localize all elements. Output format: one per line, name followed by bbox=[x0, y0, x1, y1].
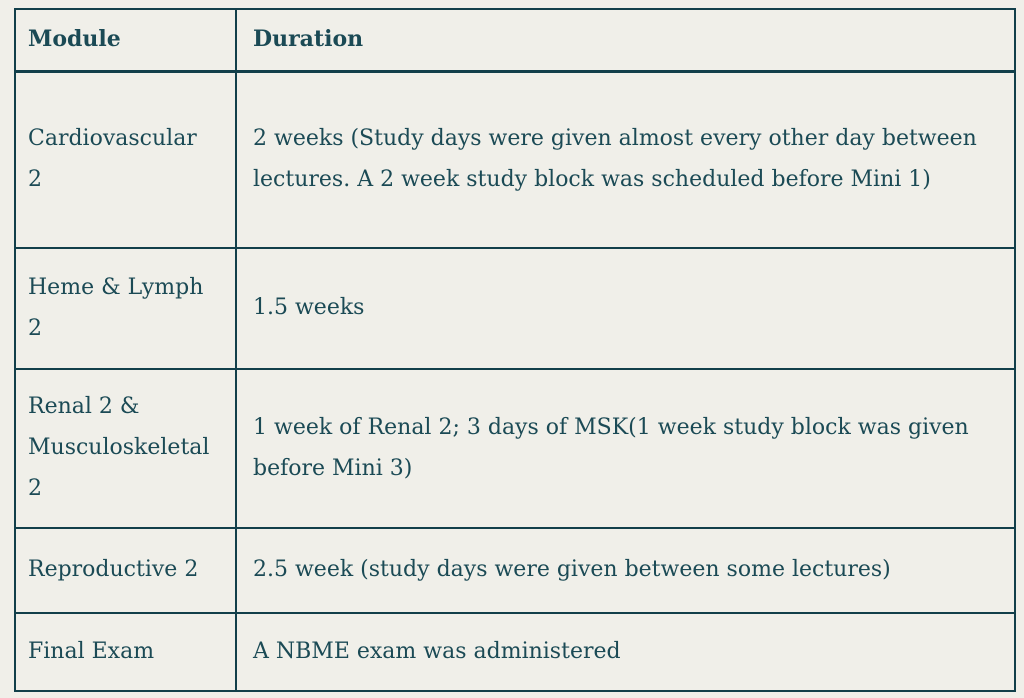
header-row: Module Duration bbox=[14, 8, 1016, 73]
module-cell: Reproductive 2 bbox=[14, 527, 237, 614]
column-header-duration: Duration bbox=[235, 8, 1016, 73]
duration-cell: 2.5 week (study days were given between … bbox=[235, 527, 1016, 614]
duration-cell: 2 weeks (Study days were given almost ev… bbox=[235, 70, 1016, 249]
table-row: Renal 2 & Musculoskeletal 2 1 week of Re… bbox=[14, 368, 1016, 529]
table-row: Heme & Lymph 2 1.5 weeks bbox=[14, 247, 1016, 370]
module-cell: Cardiovascular 2 bbox=[14, 70, 237, 249]
module-cell: Renal 2 & Musculoskeletal 2 bbox=[14, 368, 237, 529]
table-row: Reproductive 2 2.5 week (study days were… bbox=[14, 527, 1016, 614]
module-cell: Heme & Lymph 2 bbox=[14, 247, 237, 370]
duration-cell: 1 week of Renal 2; 3 days of MSK(1 week … bbox=[235, 368, 1016, 529]
duration-cell: 1.5 weeks bbox=[235, 247, 1016, 370]
module-duration-table: Module Duration Cardiovascular 2 2 weeks… bbox=[14, 8, 1016, 692]
table-row: Final Exam A NBME exam was administered bbox=[14, 612, 1016, 692]
duration-cell: A NBME exam was administered bbox=[235, 612, 1016, 692]
module-cell: Final Exam bbox=[14, 612, 237, 692]
column-header-module: Module bbox=[14, 8, 237, 73]
table-row: Cardiovascular 2 2 weeks (Study days wer… bbox=[14, 70, 1016, 249]
